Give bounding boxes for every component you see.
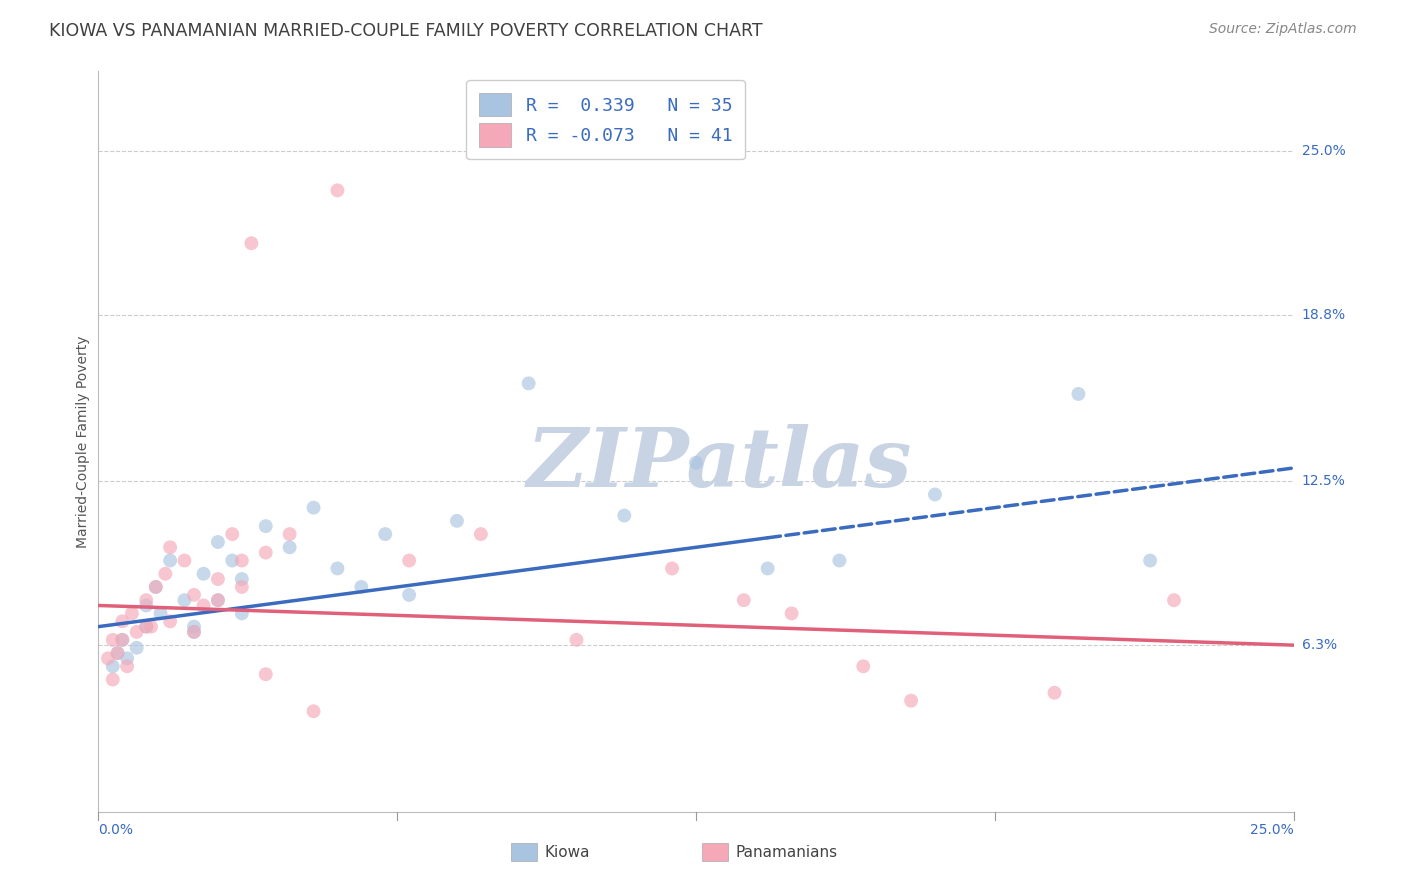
Point — [302, 704, 325, 718]
Point — [326, 561, 349, 575]
Text: 18.8%: 18.8% — [1302, 308, 1346, 322]
Point — [231, 553, 253, 567]
Point — [613, 508, 636, 523]
Text: Source: ZipAtlas.com: Source: ZipAtlas.com — [1209, 22, 1357, 37]
Point — [517, 376, 540, 391]
Point — [924, 487, 946, 501]
Point — [111, 632, 134, 647]
Point — [221, 527, 243, 541]
Point — [159, 553, 181, 567]
Text: Panamanians: Panamanians — [735, 845, 838, 860]
Point — [278, 527, 301, 541]
Text: 0.0%: 0.0% — [98, 822, 134, 837]
Text: KIOWA VS PANAMANIAN MARRIED-COUPLE FAMILY POVERTY CORRELATION CHART: KIOWA VS PANAMANIAN MARRIED-COUPLE FAMIL… — [49, 22, 763, 40]
Point — [183, 619, 205, 633]
Point — [900, 694, 922, 708]
Point — [135, 593, 157, 607]
Bar — [510, 843, 537, 862]
Point — [780, 607, 803, 621]
Point — [1043, 686, 1066, 700]
Point — [852, 659, 875, 673]
Point — [135, 619, 157, 633]
Point — [121, 607, 143, 621]
Point — [155, 566, 177, 581]
Point — [107, 646, 129, 660]
Point — [661, 561, 683, 575]
Point — [1067, 387, 1090, 401]
Point — [207, 535, 229, 549]
Y-axis label: Married-Couple Family Poverty: Married-Couple Family Poverty — [76, 335, 90, 548]
Point — [254, 667, 277, 681]
Text: Kiowa: Kiowa — [544, 845, 589, 860]
Point — [101, 659, 124, 673]
Point — [207, 593, 229, 607]
Point — [193, 599, 215, 613]
Point — [470, 527, 492, 541]
Point — [159, 615, 181, 629]
Point — [302, 500, 325, 515]
Point — [756, 561, 779, 575]
Point — [183, 624, 205, 639]
Point — [733, 593, 755, 607]
Text: ZIPatlas: ZIPatlas — [527, 424, 912, 504]
Point — [149, 607, 172, 621]
Point — [111, 615, 134, 629]
Point — [183, 624, 205, 639]
Point — [350, 580, 373, 594]
Point — [1163, 593, 1185, 607]
Point — [145, 580, 167, 594]
Point — [207, 593, 229, 607]
Legend: R =  0.339   N = 35, R = -0.073   N = 41: R = 0.339 N = 35, R = -0.073 N = 41 — [465, 80, 745, 160]
Point — [139, 619, 162, 633]
Point — [115, 651, 138, 665]
Point — [183, 588, 205, 602]
Point — [374, 527, 396, 541]
Point — [101, 673, 124, 687]
Point — [221, 553, 243, 567]
Text: 25.0%: 25.0% — [1250, 822, 1294, 837]
Point — [125, 640, 148, 655]
Point — [135, 619, 157, 633]
Text: 6.3%: 6.3% — [1302, 638, 1337, 652]
Text: 12.5%: 12.5% — [1302, 475, 1346, 488]
Point — [107, 646, 129, 660]
Point — [159, 541, 181, 555]
Point — [240, 236, 263, 251]
Point — [1139, 553, 1161, 567]
Point — [326, 183, 349, 197]
Point — [193, 566, 215, 581]
Point — [565, 632, 588, 647]
Point — [115, 659, 138, 673]
Point — [125, 624, 148, 639]
Point — [828, 553, 851, 567]
Bar — [702, 843, 728, 862]
Point — [254, 519, 277, 533]
Point — [111, 632, 134, 647]
Point — [254, 545, 277, 560]
Point — [446, 514, 468, 528]
Point — [97, 651, 120, 665]
Point — [173, 593, 195, 607]
Point — [685, 456, 707, 470]
Point — [145, 580, 167, 594]
Point — [231, 580, 253, 594]
Point — [101, 632, 124, 647]
Point — [398, 588, 420, 602]
Point — [278, 541, 301, 555]
Text: 25.0%: 25.0% — [1302, 144, 1346, 158]
Point — [231, 607, 253, 621]
Point — [398, 553, 420, 567]
Point — [135, 599, 157, 613]
Point — [173, 553, 195, 567]
Point — [231, 572, 253, 586]
Point — [207, 572, 229, 586]
